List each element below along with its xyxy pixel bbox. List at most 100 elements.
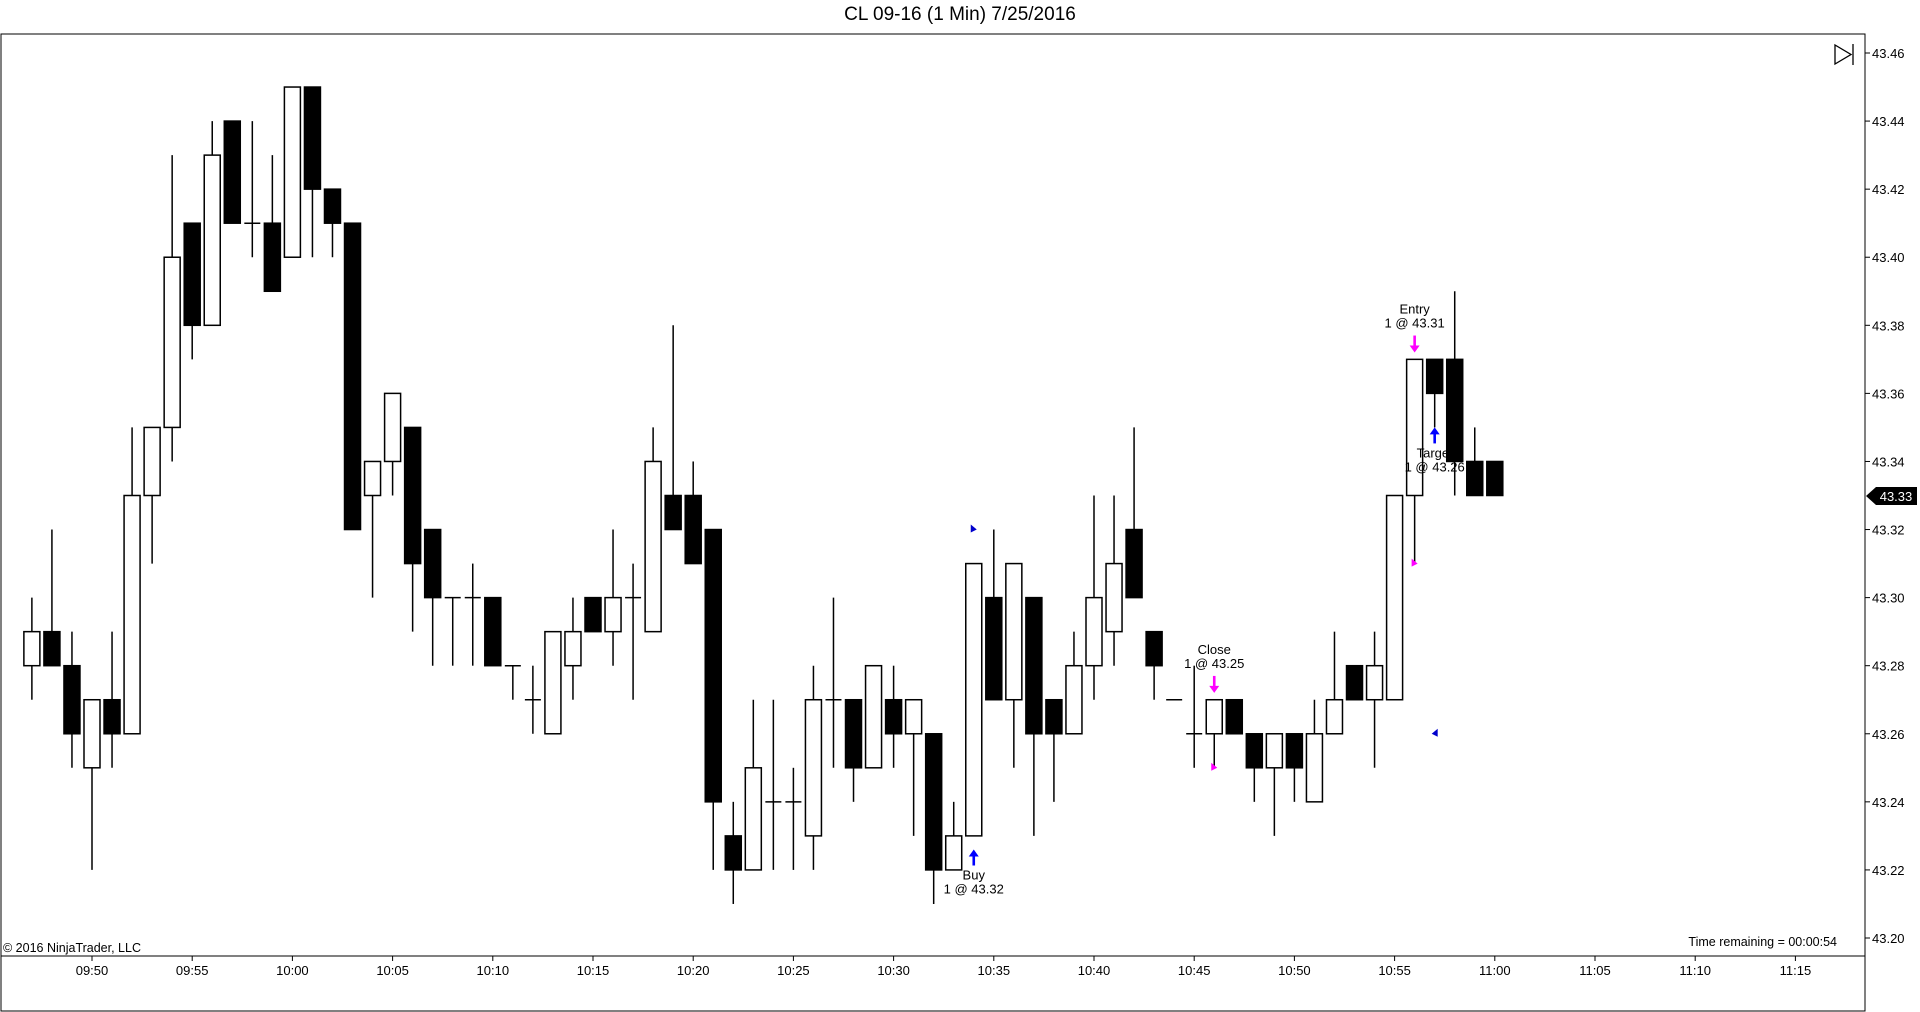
x-tick-label: 11:05 bbox=[1579, 963, 1611, 978]
candle bbox=[904, 698, 923, 836]
candle-body bbox=[1405, 358, 1424, 497]
candle bbox=[864, 664, 883, 769]
x-tick-label: 11:00 bbox=[1479, 963, 1511, 978]
candle-body bbox=[1265, 733, 1284, 769]
candle-body bbox=[985, 596, 1003, 701]
candle bbox=[544, 630, 562, 735]
candle bbox=[584, 596, 602, 633]
x-tick-label: 10:15 bbox=[577, 963, 610, 978]
x-tick-label: 10:25 bbox=[777, 963, 810, 978]
fill-marker-icon bbox=[970, 524, 977, 533]
x-tick-label: 10:35 bbox=[978, 963, 1011, 978]
candle bbox=[564, 597, 582, 700]
buy-label: Buy bbox=[963, 868, 986, 883]
y-tick-label: 43.36 bbox=[1872, 386, 1905, 401]
candle bbox=[1205, 698, 1223, 768]
candle bbox=[1085, 495, 1103, 700]
candle bbox=[1245, 733, 1264, 802]
candle-body bbox=[684, 494, 702, 565]
candle-body bbox=[1225, 698, 1244, 735]
candle bbox=[464, 563, 481, 666]
x-tick-label: 11:10 bbox=[1679, 963, 1711, 978]
target-arrowhead-icon bbox=[1429, 427, 1440, 435]
candle bbox=[1425, 358, 1444, 428]
x-tick-label: 09:55 bbox=[176, 963, 209, 978]
candle-body bbox=[263, 222, 282, 293]
candle bbox=[223, 120, 242, 224]
candle bbox=[484, 596, 502, 667]
candle-body bbox=[704, 528, 722, 803]
candle bbox=[183, 222, 201, 360]
candle bbox=[163, 155, 181, 462]
jump-to-end-icon[interactable] bbox=[1834, 43, 1854, 66]
candle-body bbox=[63, 664, 81, 735]
y-tick-label: 43.30 bbox=[1872, 591, 1905, 606]
candle-body bbox=[1025, 596, 1043, 735]
candle-body bbox=[484, 596, 502, 667]
candle-body bbox=[1365, 664, 1384, 701]
candle bbox=[63, 631, 81, 768]
candle-body bbox=[343, 222, 362, 531]
candle bbox=[744, 699, 763, 871]
candle-body bbox=[844, 698, 863, 769]
candle bbox=[765, 699, 782, 870]
candle bbox=[23, 597, 41, 700]
candle-body bbox=[944, 835, 963, 871]
x-tick-label: 11:15 bbox=[1780, 963, 1812, 978]
candle-body bbox=[965, 562, 983, 837]
x-tick-label: 10:05 bbox=[376, 963, 409, 978]
candle-body bbox=[924, 733, 943, 871]
candle bbox=[423, 528, 442, 666]
x-tick-label: 09:50 bbox=[76, 963, 109, 978]
target-sub-label: 1 @ 43.26 bbox=[1405, 459, 1465, 474]
y-tick-label: 43.24 bbox=[1872, 795, 1905, 810]
target-label: Target bbox=[1417, 445, 1454, 460]
candle-body bbox=[23, 630, 41, 667]
candle-body bbox=[1385, 494, 1404, 701]
fill-marker-icon bbox=[1431, 728, 1438, 737]
y-axis: 43.20 43.22 43.24 43.26 43.28 43.30 43.32 43.34… bbox=[1865, 46, 1905, 946]
candle bbox=[684, 461, 702, 565]
candle bbox=[664, 325, 682, 531]
entry-arrowhead-icon bbox=[1409, 345, 1420, 353]
candle bbox=[844, 698, 863, 802]
x-axis: 09:50 09:55 10:00 10:05 10:10 10:15 10:20 10:25… bbox=[76, 956, 1811, 978]
candle-body bbox=[564, 630, 582, 667]
candle-body bbox=[644, 460, 662, 633]
candle bbox=[123, 427, 141, 735]
candle bbox=[1285, 733, 1304, 802]
fill-marker-icon bbox=[1411, 558, 1418, 567]
candle bbox=[283, 86, 302, 258]
candle-body bbox=[103, 698, 121, 735]
candle-body bbox=[1085, 596, 1103, 667]
candle bbox=[1025, 596, 1043, 836]
y-tick-label: 43.20 bbox=[1872, 931, 1905, 946]
candle-body bbox=[1285, 733, 1304, 769]
candle bbox=[724, 801, 743, 904]
candle bbox=[1225, 698, 1244, 735]
candle-body bbox=[804, 698, 823, 837]
fill-marker-icon bbox=[1211, 762, 1218, 771]
candle bbox=[103, 631, 121, 768]
candle-body bbox=[183, 222, 201, 327]
candle-body bbox=[283, 86, 302, 258]
candle bbox=[1105, 495, 1123, 666]
y-tick-label: 43.44 bbox=[1872, 114, 1905, 129]
candle-body bbox=[1466, 460, 1484, 497]
candle bbox=[965, 562, 983, 837]
candle-body bbox=[323, 188, 342, 224]
candle bbox=[1445, 291, 1464, 496]
y-tick-label: 43.38 bbox=[1872, 318, 1905, 333]
candle bbox=[1405, 358, 1424, 564]
candle-body bbox=[163, 256, 181, 429]
candles-group bbox=[23, 86, 1504, 904]
candle-body bbox=[664, 494, 682, 531]
candle-body bbox=[1345, 664, 1364, 701]
candle bbox=[1145, 630, 1163, 700]
entry-sub-label: 1 @ 43.31 bbox=[1385, 316, 1445, 331]
y-tick-label: 43.26 bbox=[1872, 727, 1905, 742]
candle-body bbox=[223, 120, 242, 224]
